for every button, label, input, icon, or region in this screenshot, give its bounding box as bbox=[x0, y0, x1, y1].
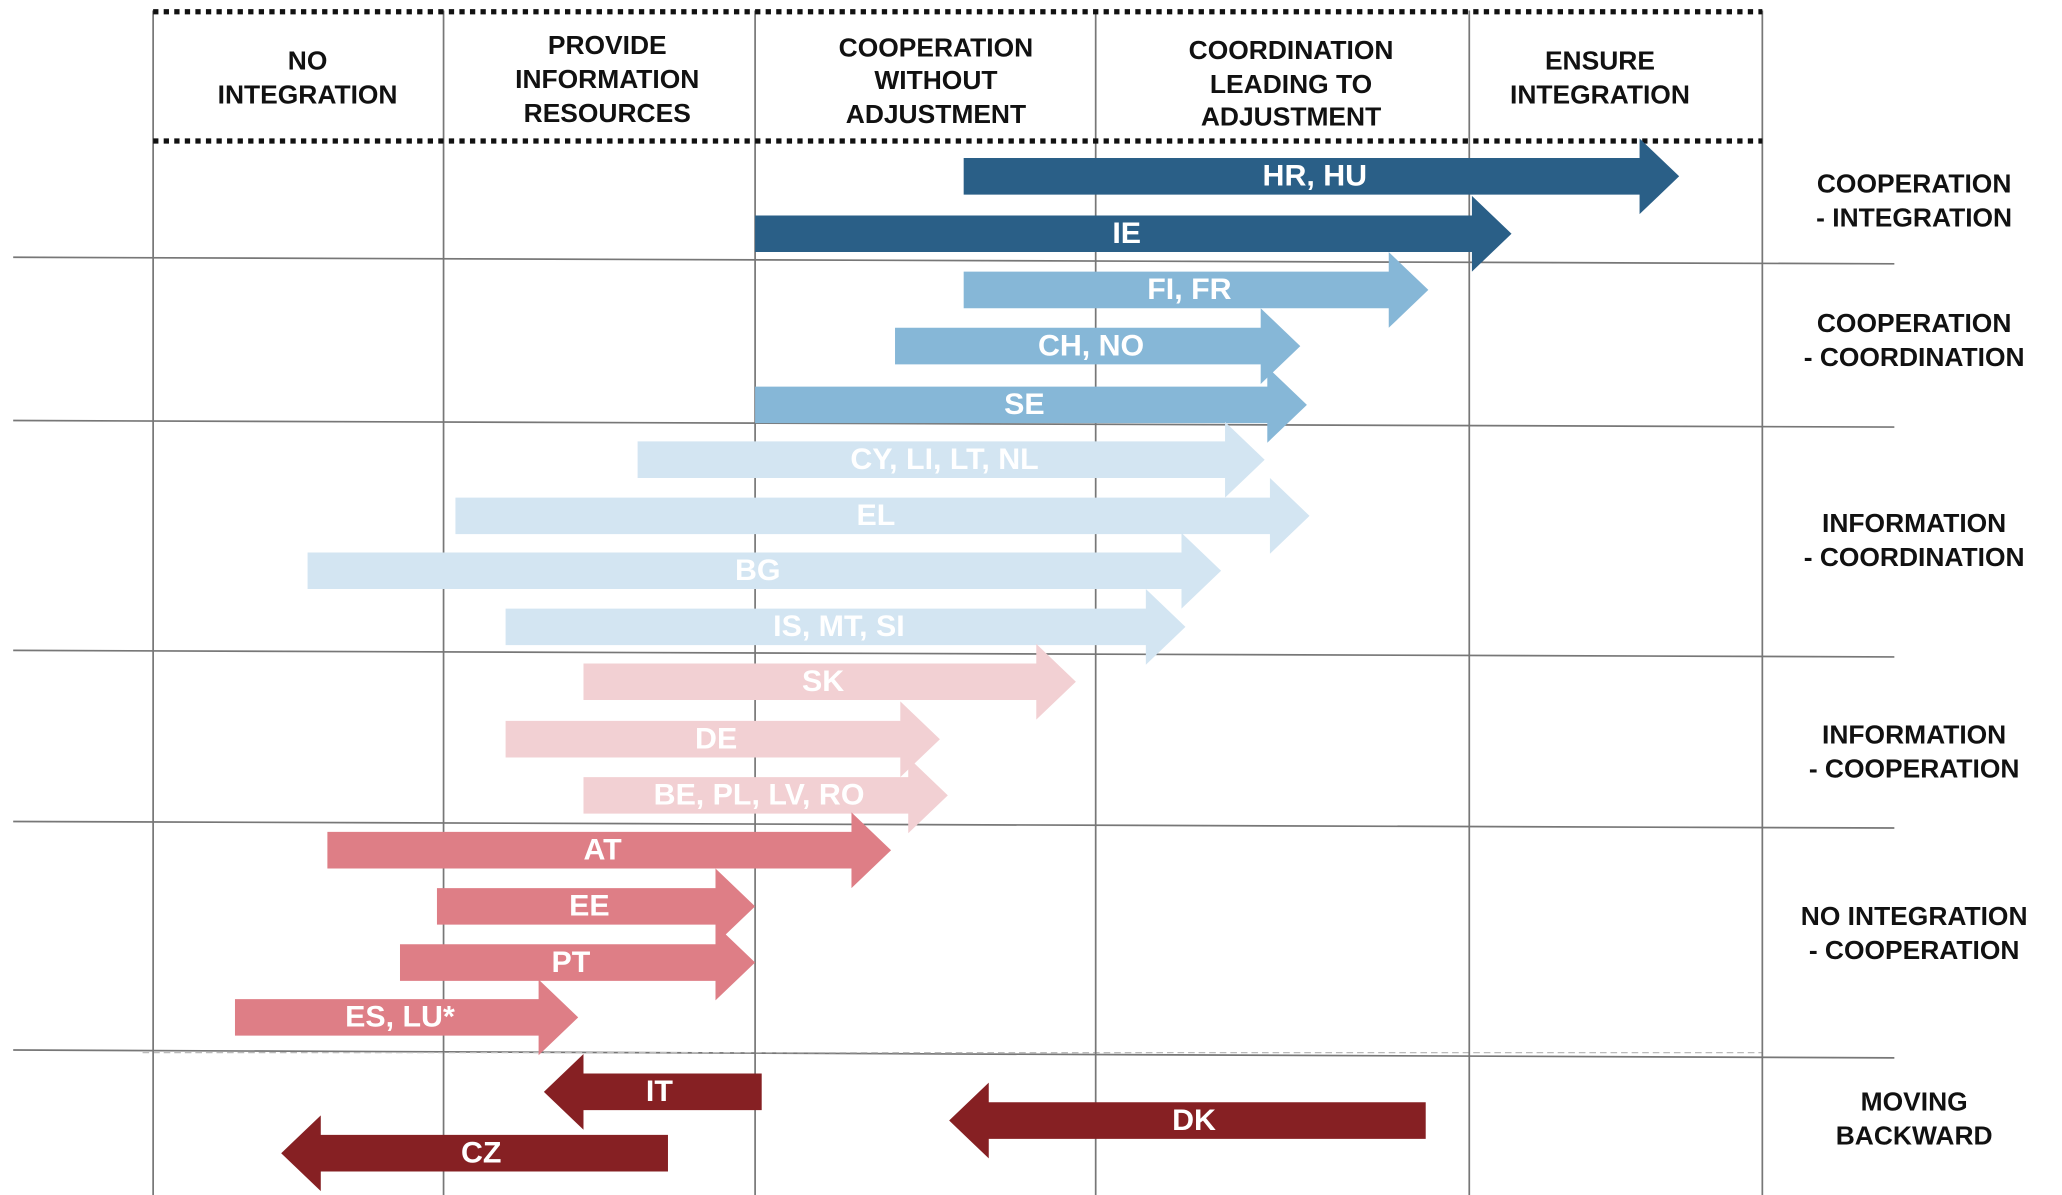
group-label: MOVING bbox=[1861, 1087, 1968, 1117]
arrow-label: ES, LU* bbox=[345, 1001, 455, 1034]
arrow bbox=[755, 195, 1512, 272]
arrow bbox=[583, 643, 1076, 720]
column-header: RESOURCES bbox=[524, 98, 691, 128]
arrow bbox=[436, 868, 756, 945]
arrow-label: EE bbox=[569, 890, 609, 923]
arrow bbox=[327, 812, 892, 889]
group-label: - COORDINATION bbox=[1804, 542, 2025, 572]
arrow bbox=[755, 366, 1307, 443]
arrow bbox=[505, 589, 1186, 665]
separator bbox=[13, 256, 1895, 265]
arrow-label: DK bbox=[1172, 1104, 1216, 1137]
column-header: INTEGRATION bbox=[1510, 80, 1690, 110]
column-header: LEADING TO bbox=[1210, 69, 1372, 99]
group-label: INFORMATION bbox=[1822, 720, 2006, 750]
column-header: INFORMATION bbox=[515, 64, 699, 94]
arrow bbox=[455, 478, 1310, 554]
arrow bbox=[895, 308, 1301, 384]
arrow-label: BE, PL, LV, RO bbox=[654, 779, 865, 812]
column-header: NO bbox=[288, 46, 328, 76]
column-header: COOPERATION bbox=[839, 33, 1034, 63]
content: NO INTEGRATION PROVIDE INFORMATION RESOURCES… bbox=[218, 30, 2028, 1192]
separator bbox=[13, 820, 1895, 829]
separator bbox=[13, 649, 1895, 658]
arrow-label: CY, LI, LT, NL bbox=[850, 443, 1038, 476]
group-label: BACKWARD bbox=[1836, 1121, 1993, 1151]
arrow-label: CH, NO bbox=[1038, 329, 1144, 362]
arrow-label: EL bbox=[856, 499, 895, 532]
arrow bbox=[963, 252, 1429, 328]
column-header: ENSURE bbox=[1545, 46, 1655, 76]
group-label: COOPERATION bbox=[1817, 308, 2012, 338]
separator bbox=[13, 419, 1895, 428]
group-label: - COOPERATION bbox=[1809, 754, 2020, 784]
arrow bbox=[543, 1053, 762, 1130]
arrow-label: DE bbox=[695, 723, 737, 756]
arrow-label: HR, HU bbox=[1263, 160, 1368, 193]
group-label: - COOPERATION bbox=[1809, 935, 2020, 965]
arrow bbox=[949, 1082, 1426, 1159]
column-header: COORDINATION bbox=[1189, 35, 1394, 65]
arrow-label: CZ bbox=[461, 1137, 501, 1170]
group-label: - COORDINATION bbox=[1804, 342, 2025, 372]
arrow-label: IT bbox=[646, 1075, 674, 1108]
group-label: - INTEGRATION bbox=[1816, 202, 2012, 232]
arrow bbox=[963, 138, 1680, 215]
arrow bbox=[505, 701, 940, 778]
column-header: PROVIDE bbox=[548, 30, 667, 60]
arrow-label: BG bbox=[735, 554, 781, 587]
arrow bbox=[399, 924, 756, 1001]
arrow-label: SK bbox=[802, 665, 844, 698]
group-label: INFORMATION bbox=[1822, 508, 2006, 538]
arrow-label: AT bbox=[584, 834, 623, 867]
grid bbox=[13, 9, 1895, 1195]
column-header: ADJUSTMENT bbox=[846, 99, 1026, 129]
group-label: NO INTEGRATION bbox=[1801, 901, 2028, 931]
column-header: INTEGRATION bbox=[218, 80, 398, 110]
arrow bbox=[307, 532, 1222, 609]
arrow-label: FI, FR bbox=[1147, 273, 1231, 306]
arrow bbox=[281, 1115, 668, 1192]
arrow bbox=[234, 979, 579, 1056]
arrow-label: PT bbox=[552, 946, 591, 979]
arrow bbox=[583, 757, 948, 834]
arrow-label: SE bbox=[1004, 388, 1044, 421]
separator bbox=[13, 1049, 1895, 1059]
arrow-label: IE bbox=[1112, 217, 1141, 250]
column-header: WITHOUT bbox=[874, 65, 997, 95]
column-header: ADJUSTMENT bbox=[1201, 102, 1381, 132]
arrow-label: IS, MT, SI bbox=[773, 610, 905, 643]
arrow bbox=[637, 421, 1265, 498]
group-label: COOPERATION bbox=[1817, 168, 2012, 198]
